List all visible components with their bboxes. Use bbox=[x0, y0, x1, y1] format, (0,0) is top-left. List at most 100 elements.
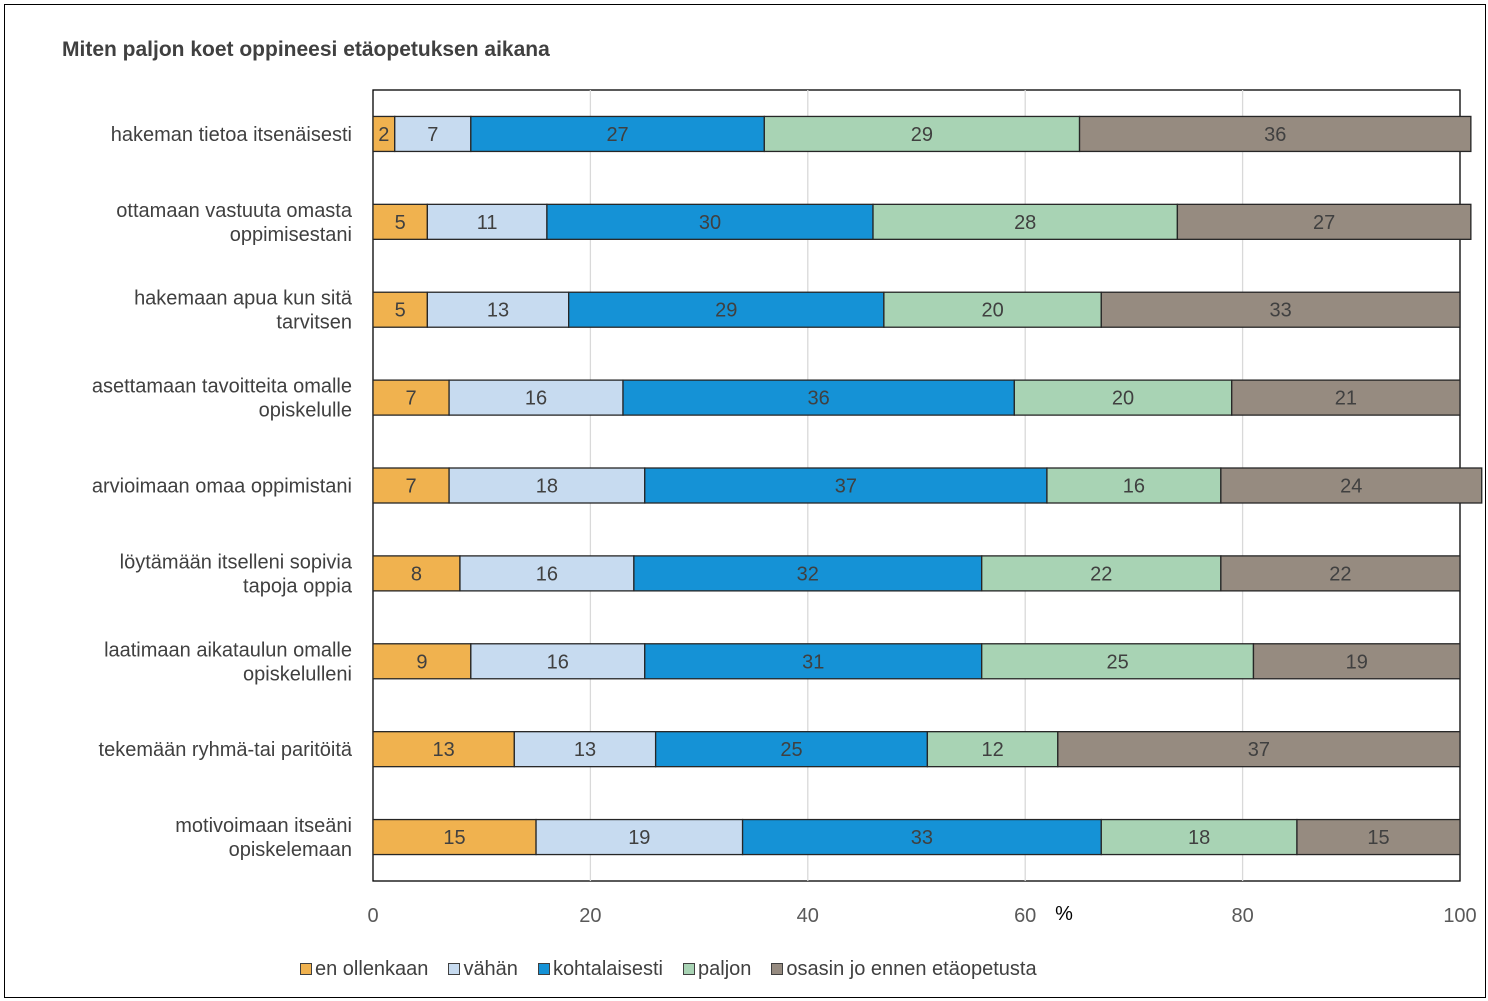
bar-segment bbox=[372, 379, 450, 416]
data-label: 19 bbox=[1346, 651, 1368, 673]
legend-item: paljon bbox=[683, 958, 751, 981]
data-label: 15 bbox=[1367, 827, 1389, 849]
data-label: 13 bbox=[433, 739, 455, 761]
bar-segment bbox=[372, 203, 428, 240]
data-label: 7 bbox=[427, 124, 438, 146]
legend-swatch bbox=[683, 963, 695, 975]
legend-swatch bbox=[300, 963, 312, 975]
legend-label: kohtalaisesti bbox=[552, 957, 663, 980]
bar-segment bbox=[513, 731, 657, 768]
category-label: arvioimaan omaa oppimistani bbox=[92, 476, 352, 498]
data-label: 22 bbox=[1329, 563, 1351, 585]
legend-swatch bbox=[771, 963, 784, 975]
data-label: 5 bbox=[395, 300, 406, 322]
data-label: 15 bbox=[443, 827, 465, 849]
bar-segment bbox=[1100, 818, 1298, 856]
data-label: 36 bbox=[1264, 124, 1286, 146]
data-label: 22 bbox=[1090, 563, 1112, 585]
data-label: 16 bbox=[547, 651, 569, 673]
data-label: 27 bbox=[606, 124, 628, 146]
legend-label: vähän bbox=[463, 957, 518, 980]
data-label: 12 bbox=[981, 739, 1003, 761]
bar-segment bbox=[1231, 379, 1461, 416]
x-tick-label: 20 bbox=[579, 905, 601, 927]
data-label: 13 bbox=[574, 739, 596, 761]
legend-swatch bbox=[537, 963, 550, 975]
data-label: 29 bbox=[911, 124, 933, 146]
data-label: 20 bbox=[981, 300, 1003, 322]
data-label: 19 bbox=[628, 827, 650, 849]
bar-segment bbox=[883, 291, 1102, 328]
data-label: 33 bbox=[911, 827, 933, 849]
bar-segment bbox=[1220, 467, 1483, 504]
category-label: tapoja oppia bbox=[243, 575, 353, 597]
data-label: 30 bbox=[699, 212, 721, 234]
bar-segment bbox=[1013, 379, 1233, 416]
bar-segment bbox=[1252, 643, 1461, 680]
bar-segment bbox=[1296, 818, 1461, 856]
bar-segment bbox=[448, 379, 624, 416]
data-label: 33 bbox=[1270, 300, 1292, 322]
data-label: 18 bbox=[1188, 827, 1210, 849]
bar-segment bbox=[568, 291, 885, 328]
category-label: opiskelemaan bbox=[229, 839, 352, 861]
category-label: laatimaan aikataulun omalle bbox=[104, 639, 352, 661]
legend-item: kohtalaisesti bbox=[537, 957, 663, 981]
bar-segment bbox=[633, 555, 983, 592]
bar-segment bbox=[459, 555, 635, 592]
data-label: 11 bbox=[477, 212, 498, 234]
category-label: motivoimaan itseäni bbox=[175, 815, 352, 837]
x-tick-label: 0 bbox=[367, 905, 378, 927]
bar-segment bbox=[1057, 731, 1461, 768]
data-label: 8 bbox=[411, 563, 422, 585]
data-label: 16 bbox=[1123, 476, 1145, 498]
category-label: hakeman tietoa itsenäisesti bbox=[111, 124, 352, 146]
data-label: 37 bbox=[835, 476, 857, 498]
legend-label: en ollenkaan bbox=[315, 957, 429, 980]
category-label: tekemään ryhmä-tai paritöitä bbox=[99, 739, 353, 761]
category-label: löytämään itselleni sopivia bbox=[120, 551, 353, 573]
bar-segment bbox=[644, 643, 983, 680]
data-label: 25 bbox=[1106, 651, 1128, 673]
data-label: 16 bbox=[536, 563, 558, 585]
bar-segment bbox=[1100, 291, 1461, 328]
legend-item: osasin jo ennen etäopetusta bbox=[771, 958, 1037, 981]
data-label: 32 bbox=[797, 563, 819, 585]
bar-segment bbox=[872, 203, 1179, 240]
data-label: 9 bbox=[416, 651, 427, 673]
bar-segment bbox=[372, 467, 450, 504]
bar-segment bbox=[1220, 555, 1461, 592]
chart-legend: en ollenkaan vähän kohtalaisesti paljon osas… bbox=[300, 956, 1057, 982]
bar-segment bbox=[763, 115, 1081, 153]
data-label: 20 bbox=[1112, 388, 1134, 410]
category-label: ottamaan vastuuta omasta bbox=[116, 200, 353, 222]
x-tick-label: 100 bbox=[1443, 905, 1476, 927]
bar-segment bbox=[1078, 115, 1472, 153]
bar-segment bbox=[1046, 467, 1222, 504]
bar-segment bbox=[535, 818, 744, 856]
legend-item: vähän bbox=[448, 958, 518, 981]
bar-segment bbox=[372, 818, 537, 856]
bar-segment bbox=[654, 731, 929, 768]
legend-item: en ollenkaan bbox=[300, 958, 428, 981]
data-label: 16 bbox=[525, 388, 547, 410]
bar-segment bbox=[372, 291, 428, 328]
bar-segment bbox=[426, 203, 548, 240]
x-axis-label: % bbox=[1055, 903, 1073, 925]
category-label: tarvitsen bbox=[276, 312, 352, 334]
data-label: 7 bbox=[405, 476, 416, 498]
bar-segment bbox=[1176, 203, 1472, 240]
x-tick-label: 60 bbox=[1014, 905, 1036, 927]
bar-segment bbox=[470, 115, 765, 153]
category-label: opiskelulleni bbox=[243, 663, 352, 685]
bar-segment bbox=[981, 555, 1222, 592]
bar-segment bbox=[546, 203, 874, 240]
chart-title: Miten paljon koet oppineesi etäopetuksen… bbox=[62, 38, 550, 61]
bar-segment bbox=[372, 555, 461, 592]
category-label: opiskelulle bbox=[259, 400, 352, 422]
data-label: 28 bbox=[1014, 212, 1036, 234]
data-label: 29 bbox=[715, 300, 737, 322]
legend-label: paljon bbox=[698, 957, 752, 980]
data-label: 27 bbox=[1313, 212, 1335, 234]
